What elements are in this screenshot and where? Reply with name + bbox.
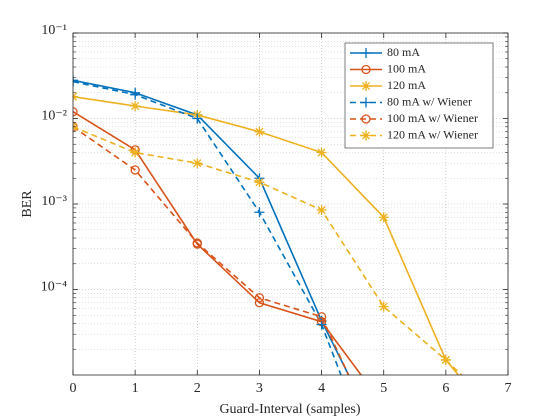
- legend: 80 mA 100 mA 120 mA 80 mA w/ Wiener 100 mA w…: [344, 42, 494, 149]
- marker: [361, 48, 371, 58]
- legend-label: 80 mA: [387, 45, 420, 59]
- marker: [130, 147, 141, 158]
- legend-label: 120 mA w/ Wiener: [387, 127, 478, 141]
- marker: [130, 101, 141, 112]
- y-tick-label: 10⁻¹: [41, 23, 67, 38]
- marker: [254, 126, 265, 137]
- marker: [130, 165, 140, 175]
- marker: [254, 177, 265, 188]
- x-tick-label: 0: [70, 381, 77, 396]
- marker: [73, 107, 78, 117]
- series-line: [73, 126, 350, 375]
- series-line: [73, 80, 342, 375]
- marker: [316, 205, 327, 216]
- legend-label: 100 mA: [387, 61, 426, 75]
- marker: [378, 212, 389, 223]
- marker: [316, 312, 327, 322]
- x-tick-label: 1: [132, 381, 139, 396]
- y-axis-label: BER: [20, 190, 35, 218]
- series-line: [73, 111, 363, 375]
- legend-box: [344, 42, 494, 149]
- legend-label: 100 mA w/ Wiener: [387, 111, 478, 125]
- marker: [192, 158, 203, 169]
- series-line: [73, 79, 350, 375]
- marker: [361, 114, 371, 124]
- marker: [378, 301, 389, 312]
- marks: [73, 75, 463, 375]
- marker: [254, 293, 265, 303]
- x-tick-label: 4: [318, 381, 325, 396]
- marker: [361, 97, 371, 108]
- marker: [130, 89, 141, 100]
- y-tick-label: 10⁻⁴: [41, 280, 67, 295]
- marker: [254, 298, 265, 308]
- marker: [361, 130, 371, 141]
- y-tick-label: 10⁻²: [41, 109, 67, 124]
- marker: [192, 238, 202, 248]
- marker: [316, 147, 327, 158]
- legend-label: 120 mA: [387, 78, 426, 92]
- marker: [73, 76, 78, 87]
- x-tick-label: 2: [194, 381, 201, 396]
- marker: [73, 75, 78, 86]
- x-tick-label: 7: [505, 381, 512, 396]
- marker: [361, 64, 371, 75]
- x-tick-label: 5: [380, 381, 387, 396]
- x-axis-label: Guard-Interval (samples): [219, 402, 360, 417]
- marker: [192, 113, 203, 124]
- marker: [440, 354, 451, 365]
- ticks: 10⁻⁴ 10⁻³ 10⁻² 10⁻¹ 0 1 2 3 4 5 6 7: [41, 23, 512, 396]
- marker: [254, 207, 265, 218]
- x-tick-label: 6: [442, 381, 449, 396]
- marker: [361, 81, 371, 91]
- x-tick-label: 3: [256, 381, 263, 396]
- y-tick-label: 10⁻³: [41, 194, 67, 209]
- legend-label: 80 mA w/ Wiener: [387, 94, 472, 108]
- series-line: [73, 95, 460, 375]
